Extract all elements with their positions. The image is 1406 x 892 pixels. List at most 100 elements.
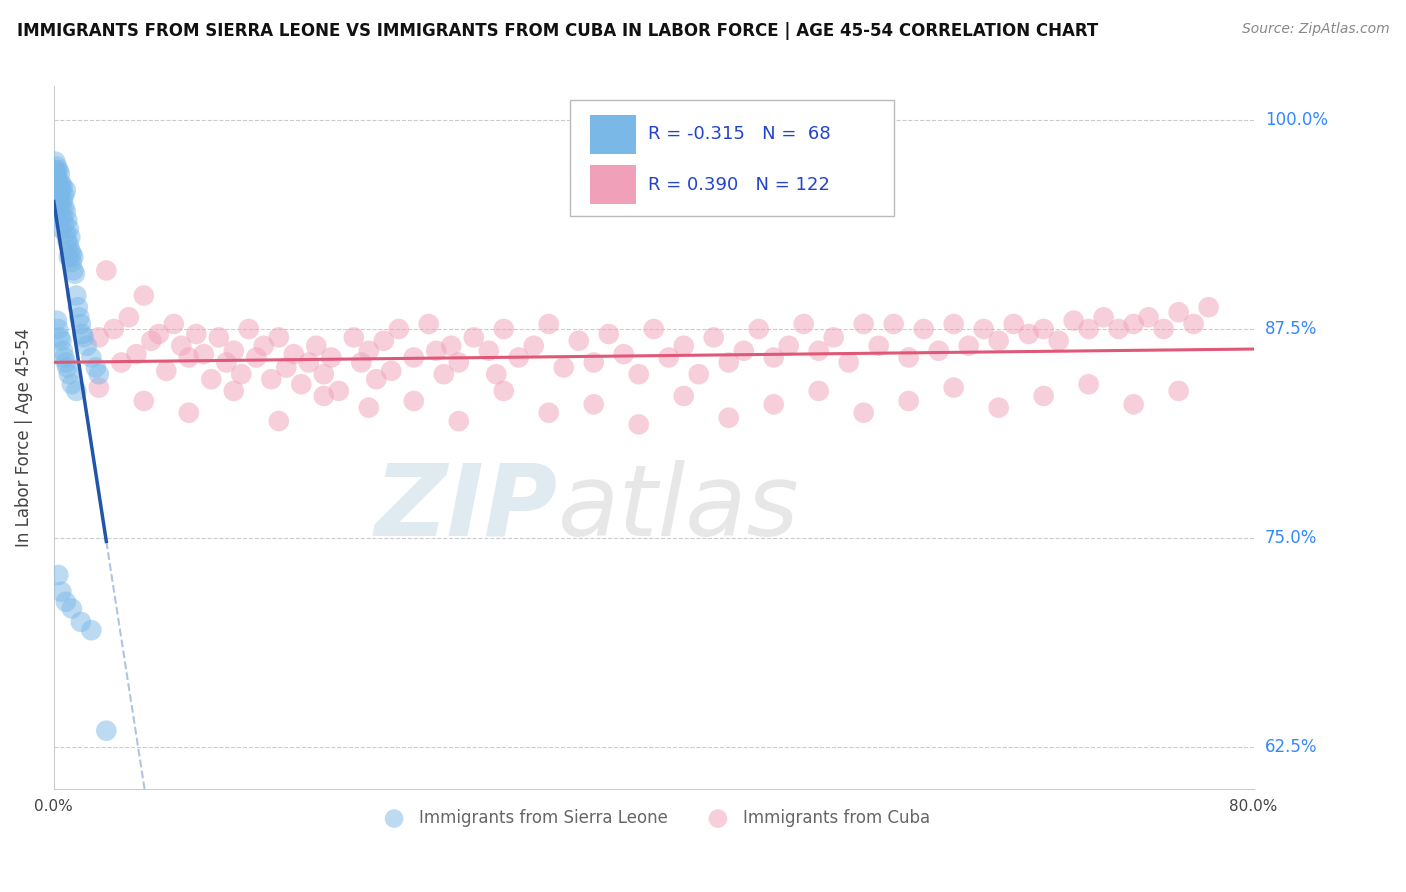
- Point: [762, 351, 785, 365]
- Point: [321, 351, 343, 365]
- Point: [45, 166, 67, 180]
- Legend: Immigrants from Sierra Leone, Immigrants from Cuba: Immigrants from Sierra Leone, Immigrants…: [371, 802, 936, 834]
- Text: R = 0.390   N = 122: R = 0.390 N = 122: [648, 176, 830, 194]
- Point: [155, 364, 177, 378]
- Point: [388, 322, 411, 336]
- Point: [87, 381, 110, 395]
- Point: [537, 317, 560, 331]
- Point: [200, 372, 222, 386]
- Point: [463, 330, 485, 344]
- Point: [1063, 313, 1085, 327]
- Point: [748, 322, 770, 336]
- Point: [58, 238, 80, 252]
- Point: [253, 339, 276, 353]
- Point: [1092, 310, 1115, 325]
- Point: [103, 322, 125, 336]
- Point: [613, 347, 636, 361]
- Point: [1122, 317, 1144, 331]
- Point: [49, 188, 72, 202]
- Point: [942, 381, 965, 395]
- Point: [222, 384, 245, 398]
- Point: [222, 343, 245, 358]
- Point: [478, 343, 501, 358]
- Point: [1032, 389, 1054, 403]
- Point: [44, 179, 66, 194]
- Point: [1047, 334, 1070, 348]
- Point: [402, 394, 425, 409]
- Point: [627, 368, 650, 382]
- Point: [402, 351, 425, 365]
- Point: [1108, 322, 1130, 336]
- Point: [56, 233, 79, 247]
- Point: [58, 368, 80, 382]
- Point: [1153, 322, 1175, 336]
- Y-axis label: In Labor Force | Age 45-54: In Labor Force | Age 45-54: [15, 328, 32, 548]
- Point: [76, 339, 98, 353]
- Point: [688, 368, 710, 382]
- Point: [357, 401, 380, 415]
- Point: [942, 317, 965, 331]
- Point: [215, 355, 238, 369]
- Point: [65, 384, 87, 398]
- Point: [208, 330, 231, 344]
- Point: [49, 179, 72, 194]
- Text: 87.5%: 87.5%: [1265, 320, 1317, 338]
- Point: [110, 355, 132, 369]
- Point: [643, 322, 665, 336]
- Point: [141, 334, 163, 348]
- Point: [312, 389, 335, 403]
- Point: [69, 615, 91, 629]
- Point: [366, 372, 388, 386]
- Point: [717, 355, 740, 369]
- Point: [87, 368, 110, 382]
- Text: ZIP: ZIP: [375, 459, 558, 557]
- Point: [60, 601, 83, 615]
- Point: [568, 334, 591, 348]
- Text: 62.5%: 62.5%: [1265, 739, 1317, 756]
- Point: [231, 368, 253, 382]
- Point: [852, 317, 875, 331]
- Point: [1032, 322, 1054, 336]
- Point: [627, 417, 650, 432]
- Point: [1077, 377, 1099, 392]
- Point: [1137, 310, 1160, 325]
- Point: [55, 183, 77, 197]
- Point: [1182, 317, 1205, 331]
- Point: [87, 330, 110, 344]
- Point: [928, 343, 950, 358]
- Point: [177, 351, 200, 365]
- Point: [703, 330, 725, 344]
- Point: [59, 244, 82, 258]
- Point: [163, 317, 186, 331]
- Point: [987, 334, 1010, 348]
- Point: [53, 217, 76, 231]
- Point: [312, 368, 335, 382]
- Text: 100.0%: 100.0%: [1265, 111, 1327, 128]
- Point: [823, 330, 845, 344]
- Point: [440, 339, 463, 353]
- Point: [63, 267, 86, 281]
- Point: [492, 384, 515, 398]
- Point: [52, 343, 75, 358]
- Point: [46, 163, 69, 178]
- Text: atlas: atlas: [558, 459, 800, 557]
- Point: [1167, 384, 1189, 398]
- Point: [492, 322, 515, 336]
- FancyBboxPatch shape: [569, 101, 894, 217]
- Point: [69, 317, 91, 331]
- Point: [118, 310, 141, 325]
- Point: [46, 568, 69, 582]
- Point: [305, 339, 328, 353]
- Text: IMMIGRANTS FROM SIERRA LEONE VS IMMIGRANTS FROM CUBA IN LABOR FORCE | AGE 45-54 : IMMIGRANTS FROM SIERRA LEONE VS IMMIGRAN…: [17, 22, 1098, 40]
- Point: [357, 343, 380, 358]
- Point: [1018, 326, 1040, 341]
- Point: [45, 188, 67, 202]
- Point: [553, 360, 575, 375]
- Point: [1198, 300, 1220, 314]
- Point: [260, 372, 283, 386]
- Point: [276, 360, 298, 375]
- Point: [778, 339, 800, 353]
- Point: [912, 322, 935, 336]
- Point: [1167, 305, 1189, 319]
- Point: [55, 355, 77, 369]
